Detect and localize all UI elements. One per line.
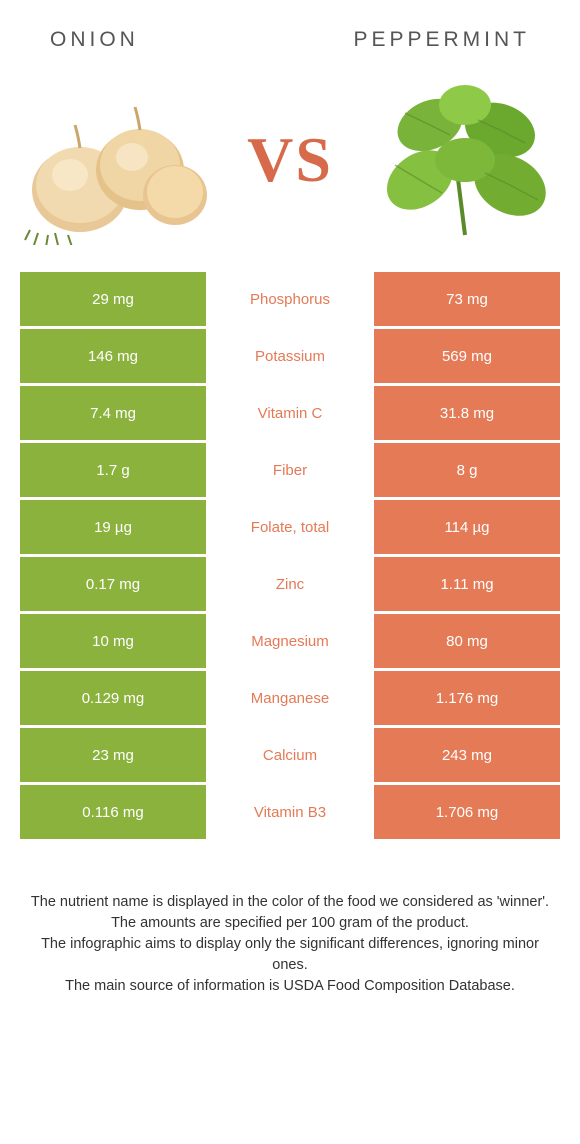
- footer-line: The amounts are specified per 100 gram o…: [30, 913, 550, 934]
- table-row: 7.4 mgVitamin C31.8 mg: [20, 386, 560, 440]
- nutrient-label: Phosphorus: [206, 272, 374, 326]
- table-row: 10 mgMagnesium80 mg: [20, 614, 560, 668]
- onion-image: [20, 75, 210, 245]
- table-row: 29 mgPhosphorus73 mg: [20, 272, 560, 326]
- peppermint-image: [370, 75, 560, 245]
- right-value: 31.8 mg: [374, 386, 560, 440]
- left-value: 0.17 mg: [20, 557, 206, 611]
- nutrient-label: Manganese: [206, 671, 374, 725]
- right-value: 114 µg: [374, 500, 560, 554]
- vs-label: VS: [247, 123, 333, 197]
- nutrient-label: Zinc: [206, 557, 374, 611]
- table-row: 0.116 mgVitamin B31.706 mg: [20, 785, 560, 839]
- left-value: 0.116 mg: [20, 785, 206, 839]
- right-value: 243 mg: [374, 728, 560, 782]
- nutrient-table: 29 mgPhosphorus73 mg146 mgPotassium569 m…: [0, 272, 580, 839]
- right-value: 73 mg: [374, 272, 560, 326]
- table-row: 19 µgFolate, total114 µg: [20, 500, 560, 554]
- table-row: 146 mgPotassium569 mg: [20, 329, 560, 383]
- left-value: 0.129 mg: [20, 671, 206, 725]
- left-value: 19 µg: [20, 500, 206, 554]
- nutrient-label: Vitamin B3: [206, 785, 374, 839]
- left-value: 7.4 mg: [20, 386, 206, 440]
- table-row: 23 mgCalcium243 mg: [20, 728, 560, 782]
- right-value: 1.176 mg: [374, 671, 560, 725]
- right-value: 1.706 mg: [374, 785, 560, 839]
- right-value: 569 mg: [374, 329, 560, 383]
- right-value: 8 g: [374, 443, 560, 497]
- left-value: 1.7 g: [20, 443, 206, 497]
- left-food-title: ONION: [50, 28, 139, 52]
- nutrient-label: Potassium: [206, 329, 374, 383]
- right-value: 80 mg: [374, 614, 560, 668]
- nutrient-label: Fiber: [206, 443, 374, 497]
- table-row: 0.17 mgZinc1.11 mg: [20, 557, 560, 611]
- footer-line: The nutrient name is displayed in the co…: [30, 892, 550, 913]
- table-row: 0.129 mgManganese1.176 mg: [20, 671, 560, 725]
- table-row: 1.7 gFiber8 g: [20, 443, 560, 497]
- right-food-title: PEPPERMINT: [353, 28, 530, 52]
- nutrient-label: Calcium: [206, 728, 374, 782]
- header-row: ONION PEPPERMINT: [0, 0, 580, 62]
- footer-line: The infographic aims to display only the…: [30, 934, 550, 976]
- nutrient-label: Folate, total: [206, 500, 374, 554]
- nutrient-label: Vitamin C: [206, 386, 374, 440]
- right-value: 1.11 mg: [374, 557, 560, 611]
- images-row: VS: [0, 62, 580, 272]
- footer-line: The main source of information is USDA F…: [30, 976, 550, 997]
- footer-notes: The nutrient name is displayed in the co…: [0, 842, 580, 997]
- left-value: 10 mg: [20, 614, 206, 668]
- left-value: 23 mg: [20, 728, 206, 782]
- left-value: 29 mg: [20, 272, 206, 326]
- left-value: 146 mg: [20, 329, 206, 383]
- nutrient-label: Magnesium: [206, 614, 374, 668]
